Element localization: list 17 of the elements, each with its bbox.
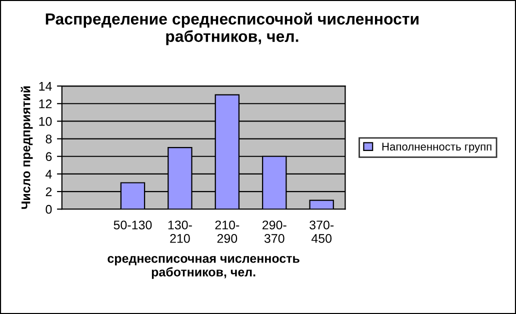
y-tick-label: 10 [39, 117, 52, 126]
legend-label: Наполненность групп [382, 142, 492, 153]
x-tick-label: 210- 290 [215, 220, 240, 243]
y-tick-label: 0 [46, 204, 52, 214]
y-tick-label: 8 [46, 134, 52, 144]
y-tick-label: 2 [46, 187, 52, 196]
x-axis-title: среднесписочная численность работников, чел. [108, 256, 300, 279]
x-tick-label: 370- 450 [310, 220, 334, 243]
x-tick-label: 50-130 [114, 220, 152, 230]
y-tick-label: 12 [39, 99, 52, 108]
chart-title: Распределение среднесписочной численности работников, чел. [46, 12, 418, 46]
y-tick-label: 4 [46, 170, 52, 178]
y-tick-label: 6 [46, 152, 52, 162]
x-tick-label: 130- 210 [168, 220, 192, 243]
y-axis-title: Число предприятий [20, 86, 33, 209]
y-tick-label: 14 [39, 82, 52, 91]
x-tick-label: 290- 370 [262, 220, 286, 243]
